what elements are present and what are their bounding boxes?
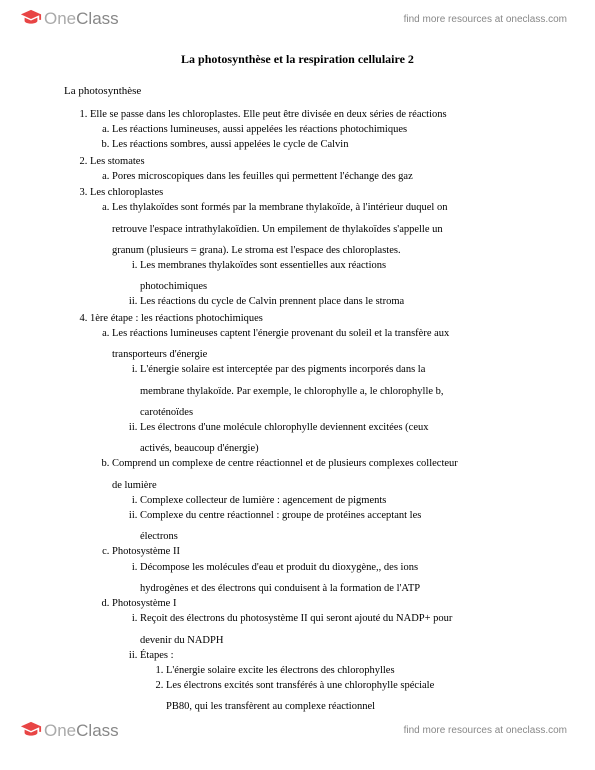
list-item: Complexe collecteur de lumière : agencem… — [140, 493, 531, 508]
footer-resources-link[interactable]: find more resources at oneclass.com — [404, 725, 567, 736]
list-item: Elle se passe dans les chloroplastes. El… — [90, 107, 531, 153]
list-item: Les thylakoïdes sont formés par la membr… — [112, 200, 531, 309]
item-text: Elle se passe dans les chloroplastes. El… — [90, 109, 447, 120]
list-item: Les réactions lumineuses captent l'énerg… — [112, 326, 531, 457]
graduation-cap-icon — [20, 720, 42, 742]
item-text: de lumière — [112, 478, 531, 493]
item-text: Les thylakoïdes sont formés par la membr… — [112, 202, 447, 213]
item-text: granum (plusieurs = grana). Le stroma es… — [112, 243, 531, 258]
item-text: transporteurs d'énergie — [112, 347, 531, 362]
list-item: Les électrons d'une molécule chlorophyll… — [140, 420, 531, 456]
document-title: La photosynthèse et la respiration cellu… — [64, 52, 531, 67]
brand-logo[interactable]: OneClass — [20, 8, 119, 30]
item-text: membrane thylakoïde. Par exemple, le chl… — [140, 384, 531, 399]
list-item: Les électrons excités sont transférés à … — [166, 678, 531, 714]
document-body: La photosynthèse et la respiration cellu… — [0, 36, 595, 715]
item-text: devenir du NADPH — [140, 633, 531, 648]
list-item: Les chloroplastes Les thylakoïdes sont f… — [90, 185, 531, 310]
list-item: Comprend un complexe de centre réactionn… — [112, 456, 531, 544]
item-text: Les électrons excités sont transférés à … — [166, 680, 434, 691]
list-item: Photosystème I Reçoit des électrons du p… — [112, 596, 531, 715]
item-text: photochimiques — [140, 279, 531, 294]
page-footer: OneClass find more resources at oneclass… — [0, 716, 595, 752]
item-text: Décompose les molécules d'eau et produit… — [140, 562, 418, 573]
item-text: L'énergie solaire est interceptée par de… — [140, 364, 425, 375]
item-text: Les chloroplastes — [90, 187, 163, 198]
brand-name: OneClass — [44, 9, 119, 29]
list-item: Les membranes thylakoïdes sont essentiel… — [140, 258, 531, 294]
list-item: Pores microscopiques dans les feuilles q… — [112, 169, 531, 184]
item-text: Photosystème II — [112, 546, 180, 557]
item-text: retrouve l'espace intrathylakoïdien. Un … — [112, 222, 531, 237]
list-item: L'énergie solaire est interceptée par de… — [140, 362, 531, 420]
item-text: activés, beaucoup d'énergie) — [140, 441, 531, 456]
list-item: L'énergie solaire excite les électrons d… — [166, 663, 531, 678]
item-text: Les stomates — [90, 156, 145, 167]
list-item: Les stomates Pores microscopiques dans l… — [90, 154, 531, 184]
item-text: Les membranes thylakoïdes sont essentiel… — [140, 260, 386, 271]
item-text: Étapes : — [140, 650, 174, 661]
item-text: Reçoit des électrons du photosystème II … — [140, 613, 452, 624]
item-text: Les électrons d'une molécule chlorophyll… — [140, 422, 428, 433]
graduation-cap-icon — [20, 8, 42, 30]
list-item: Les réactions lumineuses, aussi appelées… — [112, 122, 531, 137]
item-text: Complexe du centre réactionnel : groupe … — [140, 510, 421, 521]
list-item: Les réactions du cycle de Calvin prennen… — [140, 294, 531, 309]
item-text: PB80, qui les transfèrent au complexe ré… — [166, 699, 531, 714]
list-item: Complexe du centre réactionnel : groupe … — [140, 508, 531, 544]
list-item: Reçoit des électrons du photosystème II … — [140, 611, 531, 647]
item-text: Les réactions lumineuses captent l'énerg… — [112, 328, 449, 339]
page-header: OneClass find more resources at oneclass… — [0, 0, 595, 36]
item-text: Comprend un complexe de centre réactionn… — [112, 458, 458, 469]
list-item: 1ère étape : les réactions photochimique… — [90, 311, 531, 715]
brand-logo[interactable]: OneClass — [20, 720, 119, 742]
list-item: Les réactions sombres, aussi appelées le… — [112, 137, 531, 152]
header-resources-link[interactable]: find more resources at oneclass.com — [404, 14, 567, 25]
brand-name: OneClass — [44, 721, 119, 741]
list-item: Étapes : L'énergie solaire excite les él… — [140, 648, 531, 715]
item-text: hydrogènes et des électrons qui conduise… — [140, 581, 531, 596]
item-text: Photosystème I — [112, 598, 176, 609]
list-item: Décompose les molécules d'eau et produit… — [140, 560, 531, 596]
item-text: électrons — [140, 529, 531, 544]
item-text: 1ère étape : les réactions photochimique… — [90, 313, 263, 324]
document-subtitle: La photosynthèse — [64, 85, 531, 97]
item-text: caroténoïdes — [140, 405, 531, 420]
list-item: Photosystème II Décompose les molécules … — [112, 544, 531, 596]
main-list: Elle se passe dans les chloroplastes. El… — [64, 107, 531, 715]
